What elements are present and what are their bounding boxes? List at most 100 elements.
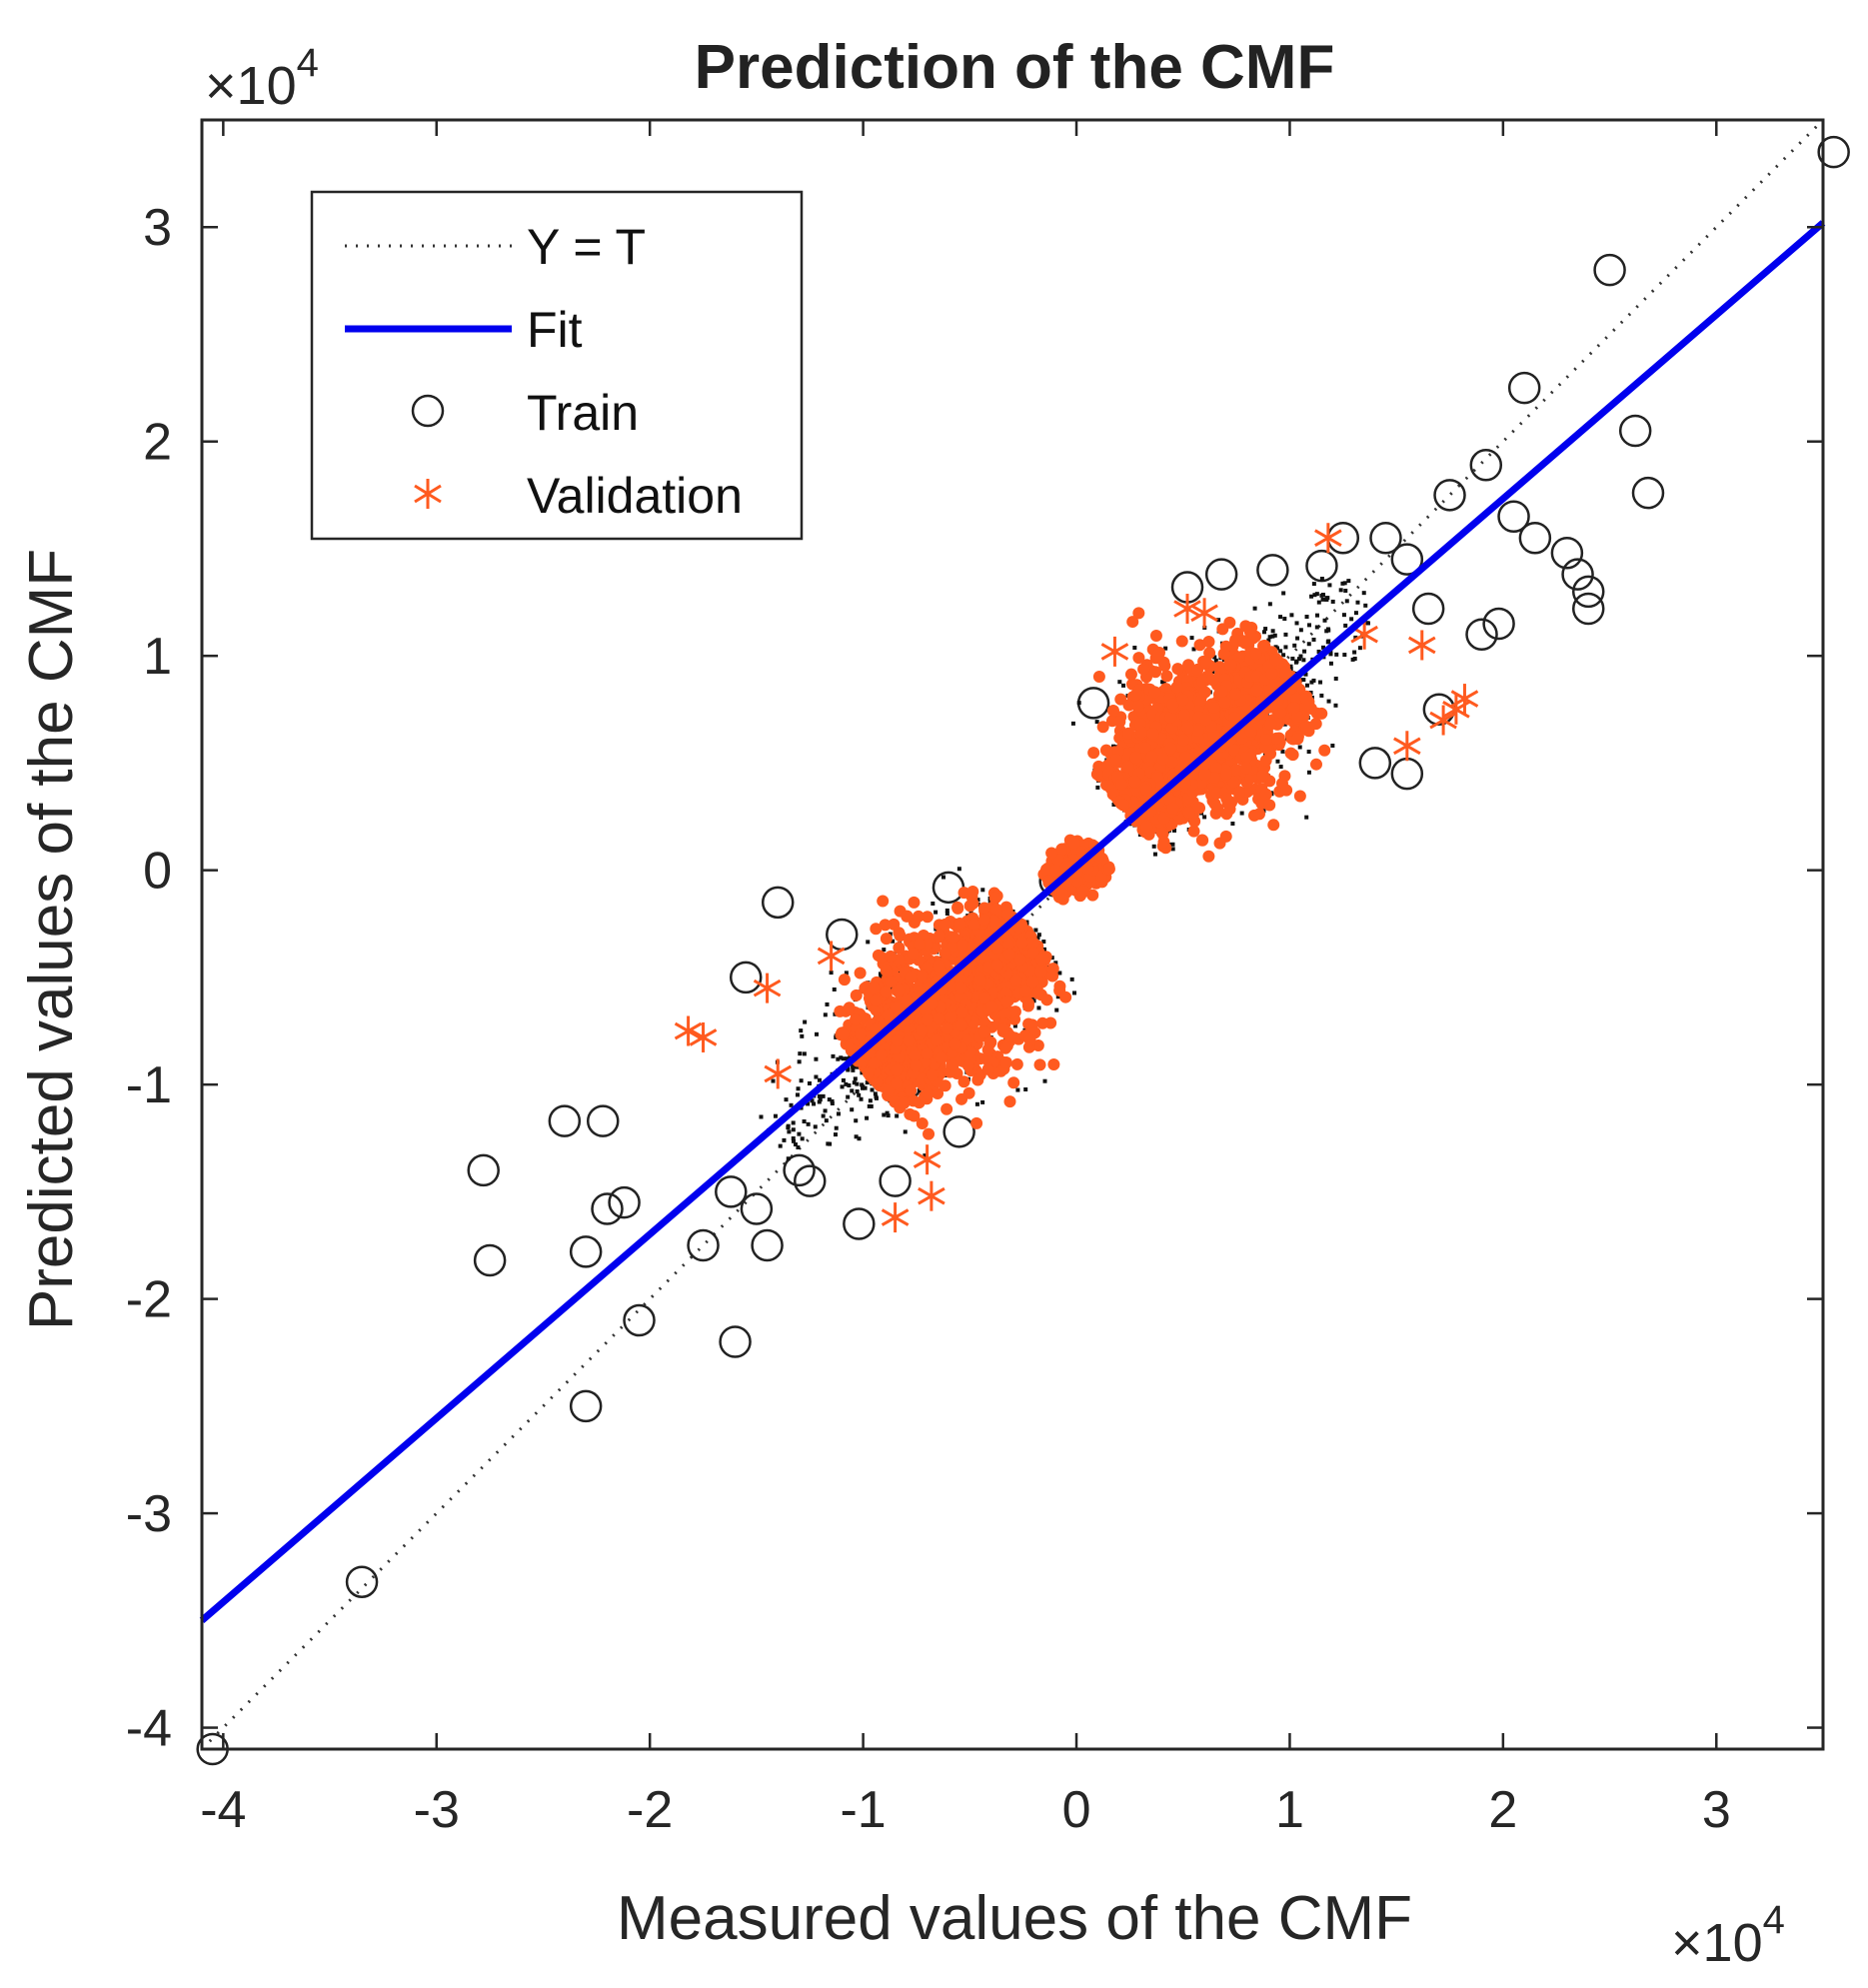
train-core-point <box>814 1074 819 1079</box>
train-core-point <box>934 910 938 915</box>
validation-core-point <box>880 965 893 978</box>
train-core-point <box>1321 645 1326 650</box>
validation-core-point <box>1299 693 1312 706</box>
train-core-point <box>1272 633 1277 638</box>
validation-core-point <box>957 887 970 900</box>
train-core-point <box>823 1108 828 1113</box>
train-point <box>729 961 763 994</box>
validation-core-point <box>1009 974 1022 987</box>
validation-core-point <box>877 895 890 908</box>
train-core-point <box>797 1059 802 1064</box>
train-core-point <box>814 1056 819 1061</box>
y-axis-exponent: ×104 <box>205 41 319 116</box>
train-core-point <box>1191 647 1196 652</box>
validation-core-point <box>1203 647 1216 660</box>
validation-core-point <box>981 1062 994 1075</box>
validation-core-point <box>935 1051 948 1064</box>
train-core-point <box>1309 680 1314 685</box>
validation-core-point <box>901 910 914 923</box>
train-core-point <box>1353 611 1358 616</box>
train-core-point <box>759 1114 764 1119</box>
train-point <box>879 1164 912 1197</box>
validation-core-point <box>922 1087 934 1100</box>
train-core-point <box>1309 594 1314 599</box>
train-core-point <box>817 1093 822 1098</box>
train-core-point <box>854 1118 859 1123</box>
validation-core-point <box>1160 670 1173 683</box>
train-core-point <box>1117 680 1122 685</box>
validation-core-point <box>1115 778 1128 791</box>
validation-core-point <box>901 994 914 1006</box>
train-core-point <box>1340 581 1345 586</box>
train-core-point <box>1054 1007 1059 1012</box>
train-core-point <box>1344 599 1349 604</box>
train-core-point <box>980 888 985 893</box>
train-core-point <box>1316 600 1321 605</box>
train-core-point <box>1095 785 1100 790</box>
validation-core-point <box>940 1022 953 1035</box>
train-core-point <box>1031 998 1036 1003</box>
train-core-point <box>1314 625 1319 630</box>
train-core-point <box>846 1094 851 1099</box>
validation-core-point <box>933 1011 945 1024</box>
validation-core-point <box>938 947 951 960</box>
train-core-point <box>818 1097 823 1102</box>
validation-core-point <box>916 1023 929 1036</box>
train-core-point <box>782 1137 787 1142</box>
train-core-point <box>1292 643 1297 648</box>
train-core-point <box>812 1101 817 1106</box>
train-core-point <box>803 1019 808 1024</box>
train-core-point <box>863 1085 868 1090</box>
validation-core-point <box>966 897 979 910</box>
validation-core-point <box>1263 799 1276 812</box>
legend-label-identity: Y = T <box>527 219 646 275</box>
train-core-point <box>885 1110 890 1115</box>
y-tick-label: -3 <box>126 1485 172 1543</box>
validation-core-point <box>1187 825 1200 838</box>
train-core-point <box>830 1100 835 1105</box>
train-core-point <box>1303 672 1308 677</box>
train-core-point <box>1334 652 1339 657</box>
validation-core-point <box>909 1049 922 1062</box>
train-core-point <box>859 1096 864 1101</box>
train-core-point <box>873 1091 878 1096</box>
x-tick-label: 0 <box>1062 1781 1091 1839</box>
train-core-point <box>826 1141 831 1146</box>
validation-point <box>753 973 782 1003</box>
train-core-point <box>831 1053 836 1058</box>
validation-core-point <box>1156 753 1169 766</box>
train-core-point <box>1330 743 1335 748</box>
validation-core-point <box>1001 908 1014 921</box>
validation-core-point <box>916 1072 929 1085</box>
train-core-point <box>1015 1087 1020 1092</box>
train-core-point <box>853 1076 858 1081</box>
y-tick-label: -1 <box>126 1056 172 1114</box>
validation-core-point <box>1247 809 1260 822</box>
train-core-point <box>797 1131 802 1136</box>
validation-core-point <box>1265 667 1278 680</box>
validation-core-point <box>1250 684 1263 697</box>
train-core-point <box>857 1136 862 1141</box>
train-core-point <box>1333 676 1338 681</box>
train-core-point <box>1301 678 1306 683</box>
train-point <box>548 1104 582 1137</box>
validation-core-point <box>1166 802 1179 815</box>
train-core-point <box>1325 627 1330 632</box>
validation-core-point <box>1220 792 1233 805</box>
x-tick-label: 2 <box>1488 1781 1517 1839</box>
train-core-point <box>1076 701 1081 706</box>
train-core-point <box>1330 599 1335 604</box>
validation-core-point <box>1318 744 1331 757</box>
train-core-point <box>1304 815 1309 820</box>
data-layer <box>196 118 1850 1766</box>
validation-core-point <box>1031 987 1044 999</box>
validation-core-point <box>1002 939 1015 952</box>
validation-core-point <box>1259 742 1272 755</box>
train-point <box>1518 521 1552 555</box>
validation-core-point <box>1087 747 1100 760</box>
train-core-point <box>1342 581 1347 586</box>
train-core-point <box>1111 802 1116 807</box>
train-core-point <box>791 1120 796 1125</box>
validation-core-point <box>1315 707 1328 720</box>
validation-core-point <box>1146 727 1159 740</box>
